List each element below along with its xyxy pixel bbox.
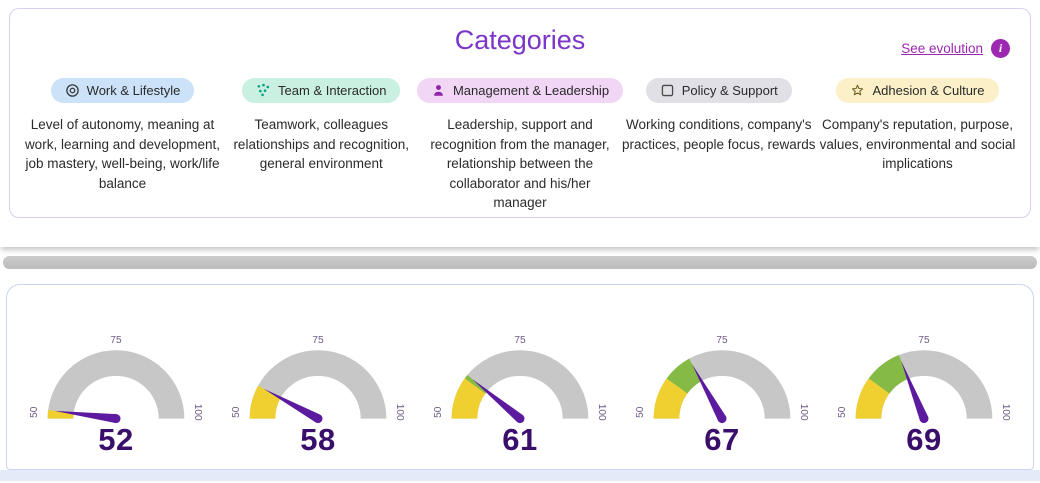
- category-description: Company's reputation, purpose, values, e…: [819, 117, 1016, 172]
- gauge-value: 61: [502, 422, 538, 457]
- category-description: Level of autonomy, meaning at work, lear…: [24, 117, 221, 191]
- category-pill-work-lifestyle: Work & Lifestyle: [50, 78, 195, 103]
- category-column-team-interaction: Team & Interaction Teamwork, colleagues …: [223, 78, 420, 213]
- gauge-dial: 75 50 100: [25, 331, 207, 430]
- square-icon: [660, 83, 675, 98]
- category-label: Team & Interaction: [278, 83, 387, 98]
- gauges-panel: 75 50 100 52 75 50 100 58 75 50 100 61 75 50 100…: [0, 284, 1040, 481]
- gauge-dial: 75 50 100: [429, 331, 611, 430]
- svg-text:50: 50: [433, 406, 444, 418]
- star-icon: [850, 83, 865, 98]
- gauge-adhesion-culture: 75 50 100 69: [827, 331, 1021, 458]
- info-icon[interactable]: i: [991, 39, 1010, 58]
- category-column-policy-support: Policy & Support Working conditions, com…: [620, 78, 817, 213]
- categories-card: Categories See evolution i Work & Lifest…: [9, 8, 1031, 218]
- target-icon: [65, 83, 80, 98]
- categories-panel: Categories See evolution i Work & Lifest…: [9, 8, 1031, 218]
- category-description: Leadership, support and recognition from…: [430, 117, 610, 211]
- svg-text:50: 50: [837, 406, 848, 418]
- category-label: Policy & Support: [681, 83, 778, 98]
- gauge-dial: 75 50 100: [833, 331, 1015, 430]
- see-evolution-area: See evolution i: [901, 39, 1010, 58]
- svg-text:50: 50: [231, 406, 242, 418]
- svg-text:100: 100: [798, 404, 809, 421]
- horizontal-scrollbar-thumb[interactable]: [3, 256, 1037, 269]
- category-pill-management-leadership: Management & Leadership: [416, 78, 624, 103]
- category-pill-adhesion-culture: Adhesion & Culture: [836, 78, 999, 103]
- gauge-policy-support: 75 50 100 67: [625, 331, 819, 458]
- categories-row: Work & Lifestyle Level of autonomy, mean…: [10, 56, 1030, 213]
- category-label: Management & Leadership: [452, 83, 610, 98]
- gauges-row: 75 50 100 52 75 50 100 58 75 50 100 61 75 50 100…: [7, 285, 1033, 458]
- category-column-work-lifestyle: Work & Lifestyle Level of autonomy, mean…: [24, 78, 221, 213]
- svg-text:100: 100: [596, 404, 607, 421]
- gauge-value: 67: [704, 422, 740, 457]
- gauges-card: 75 50 100 52 75 50 100 58 75 50 100 61 75 50 100…: [6, 284, 1034, 470]
- svg-text:75: 75: [312, 335, 324, 346]
- page-background-strip: [0, 470, 1040, 481]
- gauge-value: 69: [906, 422, 942, 457]
- svg-text:75: 75: [918, 335, 930, 346]
- see-evolution-link[interactable]: See evolution: [901, 41, 983, 56]
- svg-text:100: 100: [1000, 404, 1011, 421]
- gauge-management-leadership: 75 50 100 61: [423, 331, 617, 458]
- svg-text:75: 75: [514, 335, 526, 346]
- category-label: Adhesion & Culture: [872, 83, 985, 98]
- gauge-team-interaction: 75 50 100 58: [221, 331, 415, 458]
- category-label: Work & Lifestyle: [86, 83, 181, 98]
- gauge-dial: 75 50 100: [227, 331, 409, 430]
- category-column-management-leadership: Management & Leadership Leadership, supp…: [416, 78, 624, 213]
- svg-text:75: 75: [716, 335, 728, 346]
- page-title: Categories: [454, 25, 586, 55]
- svg-text:50: 50: [29, 406, 40, 418]
- leader-icon: [431, 83, 446, 98]
- gauge-value: 58: [300, 422, 336, 457]
- category-description: Teamwork, colleagues relationships and r…: [233, 117, 410, 172]
- gauge-dial: 75 50 100: [631, 331, 813, 430]
- category-column-adhesion-culture: Adhesion & Culture Company's reputation,…: [819, 78, 1016, 213]
- horizontal-scrollbar[interactable]: [3, 256, 1037, 269]
- category-description: Working conditions, company's practices,…: [621, 117, 816, 152]
- svg-text:75: 75: [110, 335, 122, 346]
- svg-text:100: 100: [192, 404, 203, 421]
- svg-text:100: 100: [394, 404, 405, 421]
- dots-icon: [256, 83, 271, 98]
- gauge-value: 52: [98, 422, 134, 457]
- category-pill-team-interaction: Team & Interaction: [242, 78, 401, 103]
- gauge-work-lifestyle: 75 50 100 52: [19, 331, 213, 458]
- svg-text:50: 50: [635, 406, 646, 418]
- category-pill-policy-support: Policy & Support: [645, 78, 792, 103]
